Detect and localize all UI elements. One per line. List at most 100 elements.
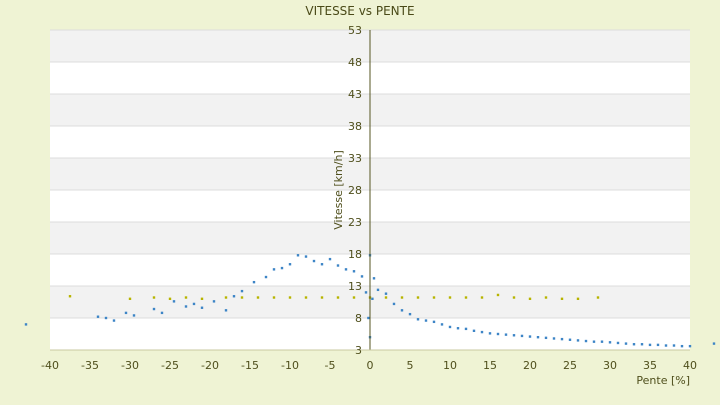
x-axis-label: Pente [%] xyxy=(636,374,690,387)
x-tick-label: -30 xyxy=(121,359,139,372)
data-point xyxy=(576,339,580,342)
x-tick-label: -40 xyxy=(41,359,59,372)
data-point xyxy=(584,339,588,343)
data-point xyxy=(168,297,172,300)
x-tick-labels: -40 -35 -30 -25 -20 -15 -10 -5 0 5 10 15 20 25 30 35 40 xyxy=(41,359,697,372)
axes xyxy=(50,30,690,351)
data-point xyxy=(152,307,156,311)
data-point xyxy=(152,296,156,299)
data-point xyxy=(680,344,684,348)
y-tick-label: 3 xyxy=(355,344,362,357)
x-tick-label: 30 xyxy=(603,359,617,372)
data-point xyxy=(272,296,276,299)
data-point xyxy=(360,275,364,278)
x-tick-label: -15 xyxy=(241,359,259,372)
data-point xyxy=(264,275,268,279)
data-point xyxy=(104,316,108,320)
data-point xyxy=(224,309,228,312)
y-axis-label: Vitesse [km/h] xyxy=(332,150,345,230)
data-point xyxy=(464,327,468,331)
data-point xyxy=(288,296,292,299)
data-point xyxy=(288,263,292,266)
data-point xyxy=(496,332,500,336)
x-tick-label: -10 xyxy=(281,359,299,372)
data-point xyxy=(371,297,374,300)
data-point xyxy=(600,340,604,343)
data-point xyxy=(160,311,164,315)
chart-title: VITESSE vs PENTE xyxy=(305,4,414,18)
y-tick-label: 53 xyxy=(348,24,362,37)
data-point xyxy=(352,296,356,299)
x-tick-label: 25 xyxy=(563,359,577,372)
data-point xyxy=(132,314,136,317)
data-point xyxy=(448,325,452,329)
data-point xyxy=(504,333,508,336)
data-point xyxy=(336,296,340,299)
data-point xyxy=(528,297,532,300)
data-point xyxy=(416,296,420,299)
data-point xyxy=(400,296,404,299)
data-point xyxy=(640,343,644,346)
x-tick-label: 20 xyxy=(523,359,537,372)
data-point xyxy=(672,344,676,347)
data-point xyxy=(272,268,276,271)
data-point xyxy=(304,296,308,299)
data-point xyxy=(384,292,388,295)
data-point xyxy=(24,323,28,326)
data-point xyxy=(496,293,500,297)
data-point xyxy=(256,296,260,299)
x-tick-label: 35 xyxy=(643,359,657,372)
data-point xyxy=(336,264,340,267)
data-point xyxy=(280,266,284,270)
data-point xyxy=(200,306,204,309)
data-point xyxy=(184,296,188,299)
data-point xyxy=(96,315,100,318)
x-tick-label: -20 xyxy=(201,359,219,372)
data-point xyxy=(240,289,244,293)
data-point xyxy=(304,255,308,258)
data-point xyxy=(424,319,428,322)
data-point xyxy=(416,318,420,321)
data-point xyxy=(124,311,128,315)
data-point xyxy=(528,335,532,338)
data-point xyxy=(344,268,348,271)
x-tick-label: -5 xyxy=(325,359,336,372)
data-point xyxy=(328,257,332,261)
data-point xyxy=(408,312,412,316)
x-tick-label: 10 xyxy=(443,359,457,372)
y-tick-label: 38 xyxy=(348,120,362,133)
data-point xyxy=(320,263,324,266)
data-point xyxy=(520,334,524,338)
data-point xyxy=(712,342,716,345)
y-tick-label: 8 xyxy=(355,312,362,325)
data-point xyxy=(596,296,600,299)
data-point xyxy=(296,254,300,257)
data-point xyxy=(632,343,636,346)
data-point xyxy=(240,296,244,299)
x-tick-label: 40 xyxy=(683,359,697,372)
data-point xyxy=(608,341,612,344)
data-point xyxy=(576,297,580,300)
data-points xyxy=(24,254,716,348)
data-point xyxy=(480,330,484,334)
data-point xyxy=(128,297,132,300)
data-point xyxy=(252,280,256,284)
data-point xyxy=(224,296,228,299)
data-point xyxy=(392,302,396,306)
data-point xyxy=(364,291,368,294)
y-tick-label: 13 xyxy=(348,280,362,293)
data-point xyxy=(472,329,476,332)
data-point xyxy=(400,309,404,312)
data-point xyxy=(367,316,370,320)
y-tick-label: 23 xyxy=(348,216,362,229)
data-point xyxy=(432,320,436,324)
data-point xyxy=(232,295,236,298)
data-point xyxy=(312,259,316,263)
data-point xyxy=(68,295,72,298)
data-point xyxy=(560,297,564,300)
x-tick-label: 5 xyxy=(407,359,414,372)
data-point xyxy=(512,334,516,337)
x-tick-label: 0 xyxy=(367,359,374,372)
